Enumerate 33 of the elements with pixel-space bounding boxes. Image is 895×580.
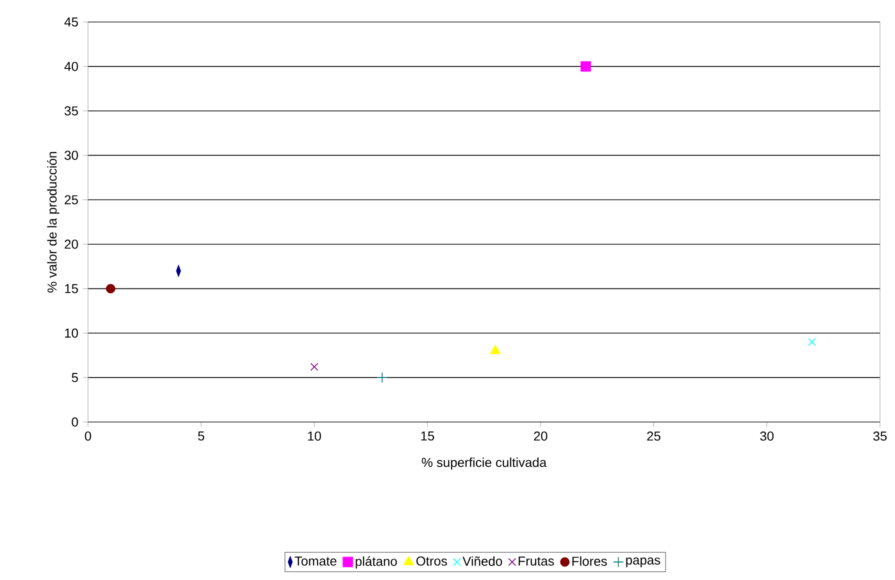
- y-tick-label: 0: [72, 417, 78, 427]
- y-axis-title: % valor de la producción: [47, 152, 60, 292]
- legend-label: Otros: [416, 556, 447, 566]
- legend-label: papas: [626, 558, 660, 568]
- x-tick-label: 20: [534, 432, 548, 441]
- y-tick-label: 40: [64, 62, 78, 72]
- x-tick-label: 30: [760, 432, 774, 441]
- point: [580, 61, 592, 72]
- x-tick-label: 10: [308, 432, 321, 441]
- point: [106, 284, 116, 294]
- x-tick-label: 35: [873, 432, 887, 441]
- x-tick-label: 0: [84, 432, 92, 441]
- legend-label: Viñedo: [462, 556, 502, 566]
- y-tick-label: 45: [64, 17, 78, 27]
- legend-label: plátano: [356, 556, 397, 568]
- point: [310, 362, 318, 371]
- y-tick-label: 35: [64, 106, 78, 116]
- x-tick-label: 25: [647, 432, 660, 441]
- legend-label: Frutas: [518, 556, 554, 566]
- y-tick-label: 15: [65, 284, 78, 294]
- x-tick-label: 5: [198, 432, 204, 441]
- x-tick-label: 15: [421, 432, 434, 441]
- legend-label: Tomate: [294, 556, 336, 566]
- point: [808, 338, 816, 346]
- y-tick-label: 5: [72, 373, 78, 382]
- y-tick-label: 20: [64, 240, 78, 249]
- y-tick-label: 25: [64, 195, 78, 204]
- point: [376, 372, 388, 384]
- point: [490, 344, 501, 354]
- y-tick-label: 10: [65, 328, 78, 338]
- x-axis-title: % superficie cultivada: [422, 458, 547, 470]
- y-tick-label: 30: [64, 150, 78, 160]
- legend-label: Flores: [572, 556, 607, 566]
